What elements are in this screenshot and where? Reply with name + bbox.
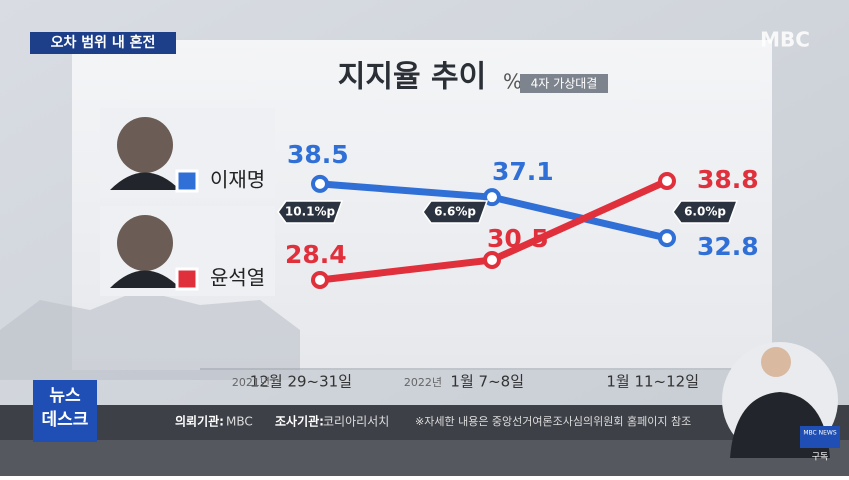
gap-label: 10.1%p <box>285 205 336 219</box>
point <box>483 251 501 270</box>
program-logo <box>33 380 97 442</box>
legend-label: 윤석열 <box>210 266 265 290</box>
point <box>483 188 501 207</box>
subtitle-box <box>520 74 608 93</box>
unit: % <box>503 70 522 94</box>
gap-badge <box>422 200 489 224</box>
palace-silhouette <box>0 290 300 380</box>
agency: 코리아리서치 <box>323 415 389 429</box>
x-tick-label: 1월 11~12일 <box>606 373 699 391</box>
value-label: 30.5 <box>487 224 549 253</box>
candidate-photo <box>117 117 173 173</box>
chart-title: 지지율 추이 <box>338 60 486 95</box>
candidate-suit <box>110 172 180 190</box>
candidate-photo <box>117 215 173 271</box>
agency-label: 조사기관: <box>275 414 324 429</box>
footer-bar <box>0 405 849 440</box>
point <box>658 172 676 190</box>
interpreter-head <box>761 347 791 377</box>
corner-brand: MBC NEWS <box>803 430 836 437</box>
logo: MBC <box>760 28 810 52</box>
subtitle: 4자 가상대결 <box>531 77 598 91</box>
x-tick-label: 12월 29~31일 <box>250 373 352 391</box>
gap-badge <box>277 200 344 224</box>
value-label: 28.4 <box>285 240 347 269</box>
value-label: 38.8 <box>697 165 759 194</box>
candidate-suit <box>110 270 180 288</box>
client: MBC <box>226 415 253 429</box>
gap-badge <box>672 200 739 224</box>
client-label: 의뢰기관: <box>175 414 224 429</box>
corner-logo <box>800 426 840 448</box>
program-line: 뉴스 <box>49 386 81 406</box>
x-tick-label: 1월 7~8일 <box>450 373 524 391</box>
x-year-label: 2022년 <box>404 376 442 389</box>
legend-icon <box>175 169 199 193</box>
point <box>311 271 329 289</box>
gap-label: 6.0%p <box>684 205 726 219</box>
value-label: 32.8 <box>697 232 759 261</box>
legend-label: 이재명 <box>210 168 265 192</box>
value-label: 37.1 <box>492 157 554 186</box>
value-label: 38.5 <box>287 140 349 169</box>
point <box>658 229 676 248</box>
header-tag-box <box>30 32 176 54</box>
program-line: 데스크 <box>42 410 89 430</box>
bottom-strip <box>0 440 849 476</box>
x-year-label: 2021년 <box>232 376 270 389</box>
gap-label: 6.6%p <box>434 205 476 219</box>
corner-subscribe: 구독 <box>812 452 829 463</box>
legend-icon <box>175 267 199 291</box>
header-tag: 오차 범위 내 혼전 <box>51 34 156 51</box>
point <box>311 174 329 193</box>
footer-note: ※자세한 내용은 중앙선거여론조사심의위원회 홈페이지 참조 <box>415 414 691 428</box>
